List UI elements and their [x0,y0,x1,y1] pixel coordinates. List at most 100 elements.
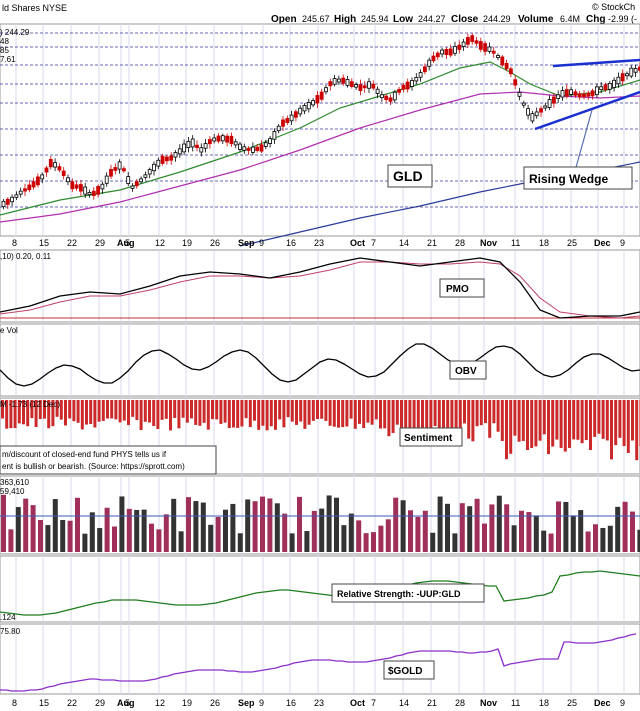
sentiment-bar [395,400,399,425]
volume-bar [89,512,95,552]
sentiment-bar [89,400,93,425]
volume-bar [570,515,576,552]
gld-label-box [387,164,433,188]
sentiment-bar [316,400,319,419]
candle-body [164,156,169,162]
candle-body [160,155,165,164]
candle-body [483,43,488,52]
volume-bar [45,525,51,552]
candle-body [276,125,281,132]
sentiment-bar [568,400,571,448]
sentiment-bar [475,400,479,427]
sentiment-bar [55,400,59,417]
volume-bar [563,501,569,552]
x-axis-tick-label: 29 [95,698,105,708]
chg-label: Chg [586,14,605,25]
candle-body [599,86,604,91]
sentiment-label: Sentiment [404,433,453,444]
sentiment-bar [194,400,198,425]
x-axis-tick-label: Oct [350,238,365,248]
sentiment-bar [215,400,219,420]
rising-wedge-lines [534,58,640,172]
candle-body [349,81,354,87]
candle-body [143,174,148,178]
volume-header-1: 363,610 [0,478,29,487]
candle-body [397,89,402,93]
volume-bar [585,531,591,552]
sentiment-bar [446,400,450,432]
sentiment-bar [311,400,315,421]
sentiment-bar [404,400,408,441]
x-axis-tick-label: 14 [399,238,409,248]
sentiment-bar [618,400,622,438]
candle-body [405,81,410,90]
sentiment-bar [131,400,135,417]
x-axis-tick-label: 11 [511,698,520,708]
price-legend-price: ) 244.29 [0,28,30,37]
pmo-label: PMO [446,284,469,295]
candle-body [177,148,182,155]
x-axis-tick-label: 26 [210,238,220,248]
candle-body [543,105,548,109]
candle-body [109,169,113,177]
candle-body [586,92,591,97]
candle-body [281,119,285,127]
sentiment-bar [488,400,492,438]
sentiment-bar [555,400,559,440]
candle-body [225,135,230,143]
candle-body [560,90,565,98]
candle-body [354,84,359,88]
candle-body [513,79,518,86]
candle-body [431,55,436,62]
volume-bar [489,504,495,552]
volume-bars [1,494,640,552]
x-axis-tick-label: Nov [480,238,497,248]
x-axis-tick-label: 18 [539,238,549,248]
volume-header-2: 59,410 [0,487,25,496]
candle-body [113,167,118,171]
rising-wedge-label: Rising Wedge [529,172,608,186]
volume-bar [297,496,302,552]
candle-body [259,144,264,152]
sentiment-bar [59,400,63,420]
sentiment-bars [1,400,640,461]
candle-body [465,37,470,45]
sentiment-bar [362,400,366,428]
volume-bar [422,510,428,552]
volume-bar [267,498,273,552]
volume-bar [600,527,606,552]
volume-bar [1,494,6,552]
volume-bar [75,497,80,552]
sentiment-bar [274,400,277,430]
x-axis-tick-label: 21 [427,238,437,248]
volume-bar [437,496,443,552]
x-axis-tick-label: 19 [182,698,192,708]
x-axis-tick-label: 22 [67,238,77,248]
candle-body [552,96,556,104]
x-axis-tick-label: 9 [259,238,264,248]
volume-bar [141,509,147,552]
candle-body [40,174,45,180]
sentiment-bar [332,400,336,427]
sentiment-bar [412,400,416,439]
candle-body [147,169,152,175]
x-axis-tick-label: 5 [125,238,130,248]
candle-body [1,200,6,208]
volume-bar [445,503,450,552]
x-axis-tick-label: 8 [12,698,17,708]
candle-body [590,90,595,97]
candle-body [74,184,79,189]
volume-bar [630,511,635,552]
open-value: 245.67 [302,14,330,24]
sentiment-bar [43,400,46,419]
candle-body [616,76,621,85]
high-value: 245.94 [361,14,389,24]
volume-bar [178,531,184,552]
rs-label-box [331,583,485,603]
price-legend-ma3: 7.61 [0,55,16,64]
sentiment-header: M -1.73 (12 Dec) [0,400,60,409]
x-axis-tick-label: 9 [620,698,625,708]
sentiment-bar [227,400,231,429]
volume-bar [496,495,502,552]
candle-body [242,146,247,151]
